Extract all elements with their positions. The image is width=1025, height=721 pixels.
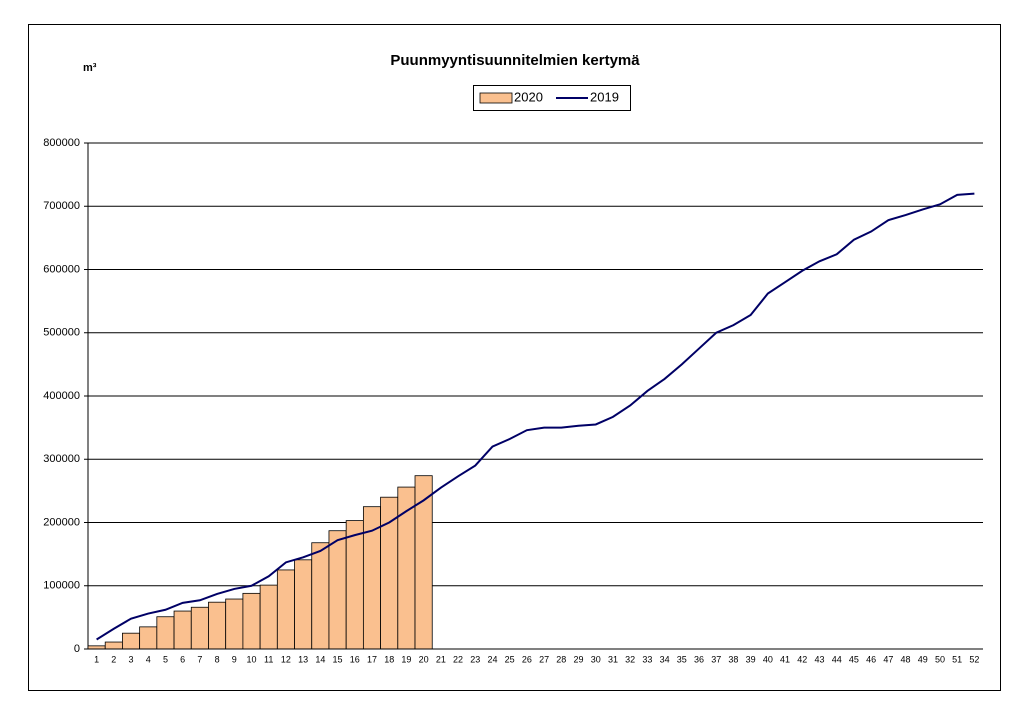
x-tick-label: 28	[556, 654, 566, 664]
x-tick-label: 44	[832, 654, 842, 664]
bar	[380, 496, 399, 650]
x-tick-label: 47	[883, 654, 893, 664]
x-tick-label: 37	[711, 654, 721, 664]
y-tick-label: 500000	[43, 327, 80, 339]
bar	[225, 598, 244, 650]
x-tick-label: 27	[539, 654, 549, 664]
bar	[173, 610, 192, 650]
bar	[345, 520, 364, 650]
x-tick-label: 13	[298, 654, 308, 664]
y-tick-label: 300000	[43, 453, 80, 465]
y-axis-label: m³	[83, 62, 97, 74]
x-tick-label: 52	[969, 654, 979, 664]
y-tick-label: 0	[74, 643, 80, 655]
x-tick-label: 4	[146, 654, 151, 664]
x-tick-label: 12	[281, 654, 291, 664]
bar	[139, 626, 158, 650]
x-tick-label: 51	[952, 654, 962, 664]
x-tick-label: 26	[522, 654, 532, 664]
x-tick-label: 6	[180, 654, 185, 664]
x-tick-label: 16	[350, 654, 360, 664]
x-tick-label: 14	[315, 654, 325, 664]
x-tick-label: 3	[129, 654, 134, 664]
x-tick-label: 35	[677, 654, 687, 664]
x-tick-label: 9	[232, 654, 237, 664]
legend-label: 2020	[514, 89, 543, 104]
x-tick-label: 48	[901, 654, 911, 664]
x-tick-label: 42	[797, 654, 807, 664]
x-tick-label: 20	[419, 654, 429, 664]
x-tick-label: 40	[763, 654, 773, 664]
x-tick-label: 8	[215, 654, 220, 664]
x-tick-label: 18	[384, 654, 394, 664]
legend-swatch	[479, 92, 513, 104]
x-tick-label: 50	[935, 654, 945, 664]
x-tick-label: 38	[728, 654, 738, 664]
y-tick-label: 200000	[43, 516, 80, 528]
x-tick-label: 41	[780, 654, 790, 664]
x-tick-label: 30	[591, 654, 601, 664]
x-tick-label: 24	[487, 654, 497, 664]
bar	[414, 475, 433, 650]
x-tick-label: 43	[814, 654, 824, 664]
bar	[259, 584, 278, 650]
bar	[311, 542, 330, 650]
x-tick-label: 32	[625, 654, 635, 664]
bar	[276, 569, 295, 650]
x-tick-label: 36	[694, 654, 704, 664]
bar	[190, 606, 209, 650]
x-tick-label: 1	[94, 654, 99, 664]
x-tick-label: 23	[470, 654, 480, 664]
bar	[104, 641, 123, 650]
x-tick-label: 25	[505, 654, 515, 664]
y-tick-label: 800000	[43, 137, 80, 149]
x-tick-label: 2	[111, 654, 116, 664]
bar	[242, 592, 261, 650]
chart-title: Puunmyyntisuunnitelmien kertymä	[390, 52, 640, 69]
y-tick-label: 600000	[43, 263, 80, 275]
x-tick-label: 22	[453, 654, 463, 664]
x-tick-label: 11	[264, 654, 273, 664]
x-tick-label: 45	[849, 654, 859, 664]
x-tick-label: 39	[746, 654, 756, 664]
x-tick-label: 49	[918, 654, 928, 664]
y-tick-label: 400000	[43, 390, 80, 402]
x-tick-label: 19	[401, 654, 411, 664]
bar	[208, 601, 227, 650]
x-tick-label: 10	[247, 654, 257, 664]
x-tick-label: 46	[866, 654, 876, 664]
bar	[122, 632, 141, 650]
x-tick-label: 29	[574, 654, 584, 664]
x-tick-label: 21	[436, 654, 446, 664]
x-tick-label: 34	[660, 654, 670, 664]
bar	[328, 530, 347, 650]
legend-label: 2019	[590, 89, 619, 104]
x-tick-label: 17	[367, 654, 377, 664]
x-tick-label: 15	[333, 654, 343, 664]
y-tick-label: 700000	[43, 200, 80, 212]
y-tick-label: 100000	[43, 580, 80, 592]
line	[96, 192, 975, 641]
bar	[294, 559, 313, 650]
x-tick-label: 7	[197, 654, 202, 664]
bar	[156, 616, 175, 650]
chart-border	[28, 24, 1001, 691]
x-tick-label: 33	[642, 654, 652, 664]
x-tick-label: 31	[608, 654, 618, 664]
x-tick-label: 5	[163, 654, 168, 664]
